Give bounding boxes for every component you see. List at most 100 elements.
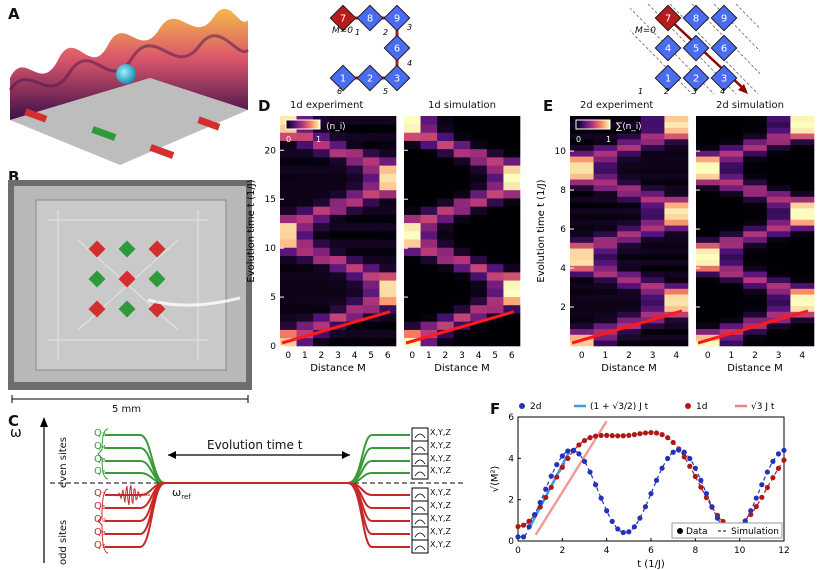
heatmap-cell	[453, 272, 471, 281]
heatmap-cell	[503, 337, 521, 347]
heatmap-cell	[379, 255, 397, 265]
heatmap-cell	[346, 189, 364, 199]
y-tick-label: 2	[508, 496, 514, 506]
heatmap-cell	[362, 255, 380, 265]
heatmap-cell	[437, 157, 455, 166]
x-tick-label: 2	[319, 351, 325, 361]
heatmap-cell	[404, 173, 421, 183]
lattice-node-label: 8	[367, 14, 373, 25]
heatmap-cell	[743, 190, 768, 197]
lattice-node-label: 5	[693, 44, 699, 55]
data-point-1d	[626, 432, 632, 438]
legend-marker	[519, 403, 525, 409]
heatmap-cell	[379, 288, 397, 298]
data-point-1d	[615, 433, 621, 439]
colorbar-label: ∑⟨n_i⟩	[616, 122, 642, 132]
lattice-2d-m0-label: M=0	[635, 26, 657, 36]
data-point-1d	[609, 433, 615, 439]
heatmap-cell	[503, 132, 521, 141]
heatmap-cell	[593, 317, 618, 324]
heatmap-cell	[743, 208, 768, 215]
heatmap-cell	[362, 329, 380, 339]
heatmap-cell	[617, 127, 642, 134]
heatmap-cell	[790, 121, 815, 128]
heatmap-cell	[790, 127, 815, 134]
heatmap-cell	[346, 124, 364, 133]
x-tick-label: 4	[799, 351, 805, 361]
lattice-1d-node	[329, 4, 357, 32]
heatmap-cell	[570, 196, 594, 203]
meter-icon	[414, 446, 426, 452]
heatmap-cell	[696, 311, 720, 318]
heatmap-cell	[696, 317, 720, 324]
heatmap-cell	[346, 181, 364, 191]
heatmap-cell	[404, 288, 421, 298]
heatmap-cell	[766, 127, 791, 134]
heatmap-cell	[453, 337, 471, 347]
heatmap-cell	[280, 222, 297, 232]
heatmap-cell	[719, 162, 744, 169]
heatmap-cell	[790, 144, 815, 151]
data-point-1d	[759, 494, 765, 500]
heatmap-cell	[766, 254, 791, 261]
odd-qubit-label: Q₇	[94, 488, 106, 499]
heatmap-cell	[617, 162, 642, 169]
heatmap-cell	[570, 173, 594, 180]
heatmap-cell	[664, 185, 689, 192]
meter-icon	[414, 532, 426, 538]
colorbar-label: ⟨n_i⟩	[326, 122, 346, 132]
heatmap-cell	[696, 282, 720, 289]
lattice-1d-distance-label: 5	[383, 87, 388, 96]
heatmap-cell	[570, 294, 594, 301]
heatmap-cell	[617, 219, 642, 226]
heatmap-cell	[486, 280, 504, 289]
heatmap-cell	[453, 173, 471, 183]
heatmap-cell	[329, 148, 347, 158]
heatmap-cell	[313, 214, 331, 224]
data-point-2d	[659, 465, 665, 471]
heatmap-cell	[570, 311, 594, 318]
heatmap-cell	[743, 219, 768, 226]
heatmap-cell	[593, 300, 618, 307]
heatmap-cell	[696, 179, 720, 186]
heatmap-cell	[453, 140, 471, 150]
heatmap-cell	[743, 121, 768, 128]
heatmap-cell	[664, 242, 689, 249]
heatmap-cell	[420, 321, 438, 330]
lattice-node-label: 2	[367, 74, 373, 85]
heatmap-cell	[593, 162, 618, 169]
x-tick-label: 0	[515, 546, 521, 556]
heatmap-cell	[617, 167, 642, 174]
heatmap-cell	[766, 300, 791, 307]
heatmap-cell	[719, 271, 744, 278]
heatmap-cell	[719, 190, 744, 197]
heatmap-cell	[790, 179, 815, 186]
heatmap-cell	[420, 288, 438, 298]
heatmap-cell	[570, 265, 594, 272]
y-axis-label: Evolution time t (1/J)	[246, 179, 257, 282]
heatmap-cell	[404, 198, 421, 207]
heatmap-cell	[362, 214, 380, 224]
odd-qubit-line-in	[105, 482, 166, 548]
heatmap-cell	[790, 254, 815, 261]
data-point-1d	[653, 430, 660, 436]
heatmap-cell	[329, 337, 347, 347]
data-point-1d	[753, 503, 759, 510]
heatmap-cell	[719, 334, 744, 341]
heatmap-cell	[470, 157, 488, 166]
heatmap-cell	[617, 300, 642, 307]
heatmap-cell	[743, 259, 768, 266]
site-brace	[97, 428, 109, 480]
heatmap-cell	[719, 219, 744, 226]
heatmap-cell	[570, 144, 594, 151]
heatmap-cell	[453, 181, 471, 191]
even-qubit-label: Q₂	[94, 428, 106, 439]
e-title-left: 2d experiment	[580, 100, 654, 111]
lattice-2d-node	[682, 4, 710, 32]
heatmap-cell	[346, 116, 364, 125]
data-point-2d	[609, 518, 615, 525]
heatmap-cell	[570, 277, 594, 284]
heatmap-cell	[766, 282, 791, 289]
heatmap-cell	[313, 255, 331, 265]
heatmap-cell	[617, 294, 642, 301]
